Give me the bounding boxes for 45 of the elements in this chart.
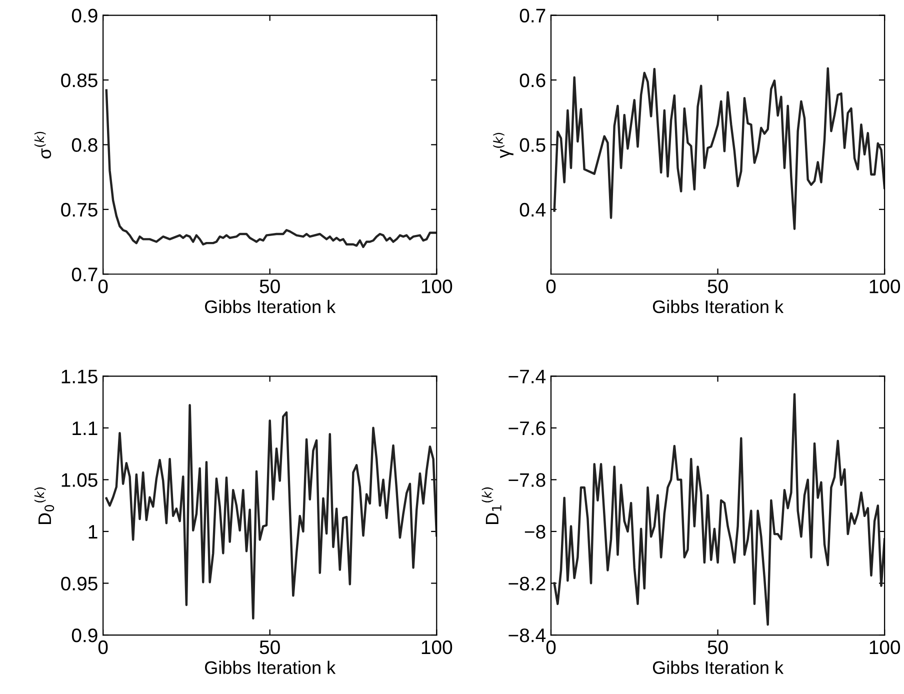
x-tick-label: 100 [870,640,900,654]
x-tick-label: 50 [708,280,728,294]
x-tick-label: 50 [708,640,728,654]
y-tick-label: 0.8 [72,138,98,152]
y-tick-label: 1 [88,525,98,539]
x-axis-title: Gibbs Iteration k [652,660,784,674]
line-series [105,89,437,248]
y-tick-label: 1.15 [62,370,98,384]
x-tick-label: 50 [260,640,280,654]
y-tick-label: 0.9 [72,628,98,642]
y-tick-label: 0.9 [72,8,98,23]
y-tick-label: 1.05 [62,473,98,487]
x-tick-label: 100 [870,280,900,294]
x-axis-title: Gibbs Iteration k [205,660,336,674]
line-series [553,67,885,230]
x-tick-label: 100 [422,640,452,654]
y-tick-label: −8.4 [508,628,546,642]
y-tick-label: −7.8 [508,473,546,487]
x-tick-label: 0 [546,640,556,654]
y-axis-title: D$_{0}$$^{(k)}$ [34,487,54,524]
y-tick-label: 0.5 [520,138,546,152]
y-tick-label: −8 [524,524,546,539]
y-axis-title: D$_{1}$$^{(k)}$ [482,487,502,524]
x-tick-label: 0 [98,640,108,654]
y-tick-label: −7.6 [508,421,546,436]
y-tick-label: −7.4 [508,370,546,384]
x-tick-label: 0 [546,280,556,294]
y-axis-title: σ$^{(k)}$ [34,132,52,158]
y-axis-title: γ$^{(k)}$ [493,132,514,158]
x-tick-label: 100 [422,280,452,294]
line-series [553,393,885,626]
y-tick-label: 0.7 [520,8,546,23]
y-tick-label: −8.2 [508,576,546,590]
y-tick-label: 0.4 [520,202,546,217]
y-tick-label: 0.6 [520,73,546,88]
x-axis-title: Gibbs Iteration k [205,300,336,314]
x-tick-label: 50 [260,280,280,294]
y-tick-label: 1.1 [72,422,98,435]
y-tick-label: 0.85 [61,73,98,88]
y-tick-label: 0.7 [72,268,98,282]
line-series [105,404,437,620]
y-tick-label: 0.75 [61,202,98,217]
y-tick-label: 0.95 [61,576,98,590]
x-tick-label: 0 [98,280,108,294]
x-axis-title: Gibbs Iteration k [652,300,784,314]
